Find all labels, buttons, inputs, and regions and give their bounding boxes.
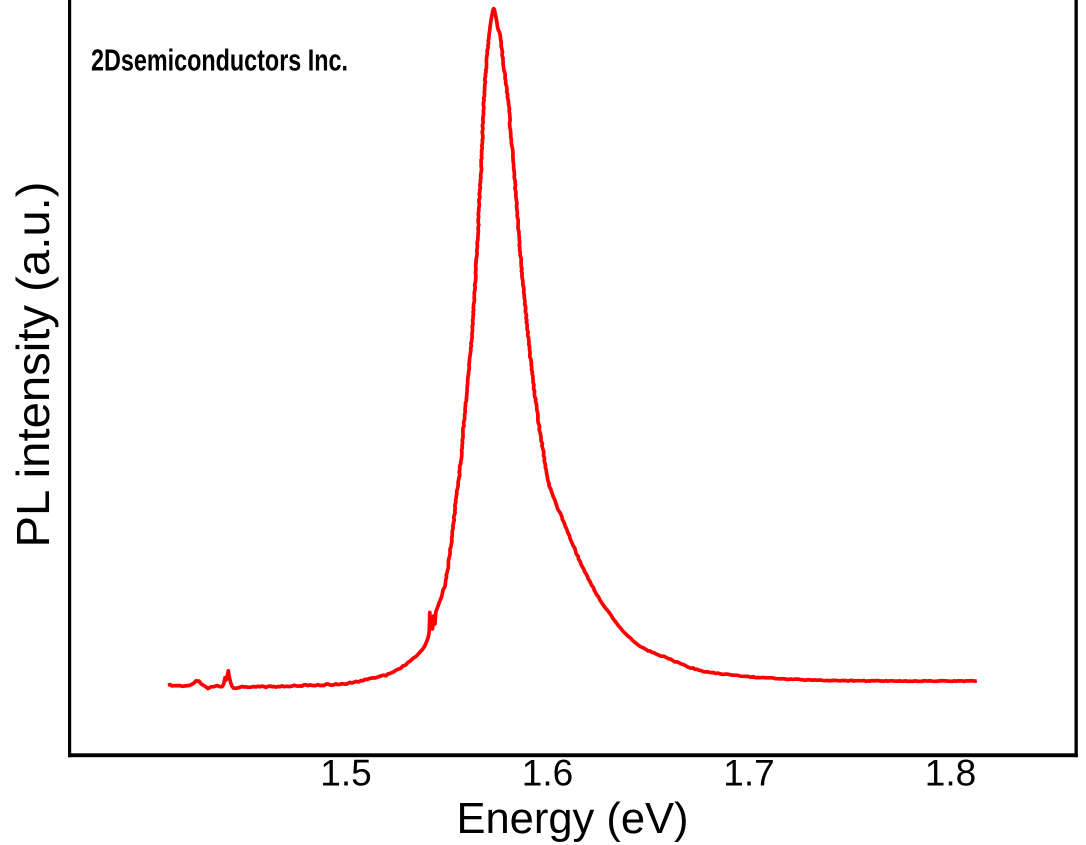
svg-text:Energy (eV): Energy (eV) bbox=[456, 795, 688, 843]
svg-text:1.6: 1.6 bbox=[522, 752, 573, 793]
svg-text:1.5: 1.5 bbox=[320, 752, 371, 793]
svg-text:2Dsemiconductors Inc.: 2Dsemiconductors Inc. bbox=[91, 42, 348, 77]
svg-text:PL intensity (a.u.): PL intensity (a.u.) bbox=[7, 182, 59, 548]
svg-text:1.7: 1.7 bbox=[723, 752, 774, 793]
svg-text:1.8: 1.8 bbox=[925, 752, 976, 793]
